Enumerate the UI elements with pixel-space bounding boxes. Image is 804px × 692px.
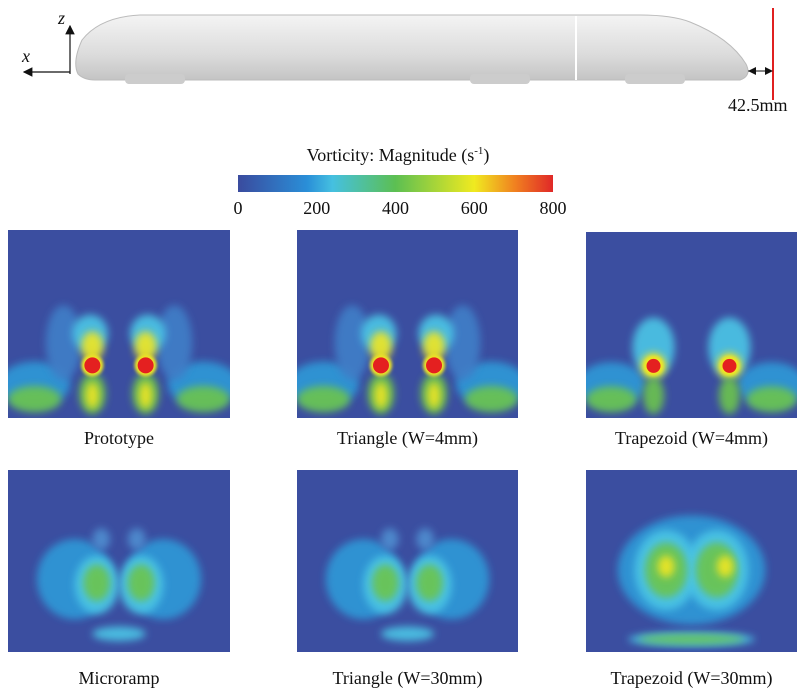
vortex-core bbox=[722, 359, 736, 373]
panel-label: Trapezoid (W=30mm) bbox=[611, 668, 773, 689]
vortex bbox=[719, 377, 740, 414]
vortex bbox=[717, 556, 734, 578]
panel-label: Trapezoid (W=4mm) bbox=[615, 428, 768, 449]
vortex bbox=[381, 528, 399, 550]
x-label: x bbox=[21, 46, 30, 66]
colorbar-tick-label: 200 bbox=[303, 198, 330, 218]
vortex bbox=[374, 382, 387, 408]
vortex bbox=[639, 635, 745, 644]
colorbar-title: Vorticity: Magnitude (s-1) bbox=[307, 145, 490, 167]
vortex bbox=[427, 382, 440, 408]
vorticity-panel bbox=[0, 230, 239, 418]
vortex bbox=[83, 565, 110, 601]
vortex-core bbox=[373, 357, 389, 373]
vortex bbox=[381, 627, 434, 642]
vorticity-panel bbox=[288, 230, 527, 418]
vortex bbox=[746, 386, 797, 412]
vortex bbox=[416, 528, 434, 550]
vortex-core bbox=[647, 359, 661, 373]
colorbar-tick-label: 600 bbox=[461, 198, 488, 218]
vorticity-panel bbox=[586, 470, 797, 652]
figure: z x 42.5mm Vorticity: Magnitude (s-1) 0 2… bbox=[0, 0, 804, 692]
train bbox=[76, 15, 748, 84]
vortex bbox=[465, 386, 518, 412]
vortex bbox=[8, 386, 61, 412]
vortex bbox=[586, 386, 637, 412]
z-label: z bbox=[57, 8, 65, 28]
colorbar bbox=[238, 175, 553, 192]
vortex-core bbox=[138, 357, 154, 373]
vortex bbox=[139, 382, 152, 408]
vortex bbox=[297, 386, 350, 412]
vortex bbox=[92, 627, 145, 642]
vortex bbox=[128, 528, 146, 550]
distance-label: 42.5mm bbox=[728, 95, 788, 115]
vortex bbox=[177, 386, 230, 412]
vortex-core bbox=[426, 357, 442, 373]
panel-label: Triangle (W=4mm) bbox=[337, 428, 478, 449]
vortex bbox=[92, 528, 110, 550]
vorticity-panel bbox=[297, 470, 518, 652]
vortex bbox=[658, 556, 675, 578]
colorbar-tick-label: 0 bbox=[234, 198, 243, 218]
vorticity-panel bbox=[8, 470, 230, 652]
panel-label: Prototype bbox=[84, 428, 154, 448]
vortex-core bbox=[84, 357, 100, 373]
colorbar-tick-label: 400 bbox=[382, 198, 409, 218]
vortex bbox=[86, 382, 99, 408]
vorticity-panel bbox=[578, 232, 804, 418]
panel-label: Triangle (W=30mm) bbox=[333, 668, 483, 689]
vortex bbox=[372, 565, 399, 601]
vortex bbox=[643, 377, 664, 414]
vortex bbox=[416, 565, 443, 601]
colorbar-tick-label: 800 bbox=[540, 198, 567, 218]
vortex bbox=[128, 565, 155, 601]
panel-label: Microramp bbox=[79, 668, 160, 688]
